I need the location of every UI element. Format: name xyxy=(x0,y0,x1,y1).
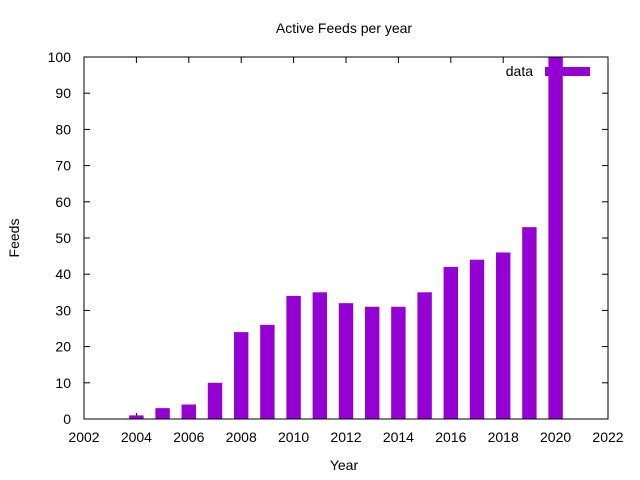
x-tick-label: 2014 xyxy=(383,429,414,445)
bar xyxy=(338,303,354,419)
y-tick-label: 70 xyxy=(55,158,71,174)
bar xyxy=(286,295,301,419)
x-tick-label: 2010 xyxy=(278,429,309,445)
x-tick-label: 2016 xyxy=(435,429,466,445)
chart-title: Active Feeds per year xyxy=(276,20,413,36)
bar xyxy=(417,292,432,419)
bar xyxy=(233,332,249,419)
bar xyxy=(443,266,458,419)
x-tick-label: 2012 xyxy=(330,429,361,445)
x-tick-label: 2018 xyxy=(488,429,519,445)
y-tick-label: 100 xyxy=(48,49,72,65)
y-tick-label: 90 xyxy=(55,85,71,101)
y-tick-label: 0 xyxy=(63,411,71,427)
y-tick-label: 20 xyxy=(55,339,71,355)
y-tick-label: 60 xyxy=(55,194,71,210)
axis-ticks: 0 10 20 30 40 50 60 70 80 90 100 2002 2004 2006 2008 20… xyxy=(48,49,624,445)
bar xyxy=(365,306,380,419)
x-axis-label: Year xyxy=(330,457,359,473)
bar xyxy=(312,292,328,419)
y-axis-label: Feeds xyxy=(6,219,22,258)
y-tick-label: 50 xyxy=(55,230,71,246)
bar xyxy=(129,415,144,419)
y-tick-label: 10 xyxy=(55,375,71,391)
bar xyxy=(548,57,563,419)
x-tick-label: 2022 xyxy=(592,429,623,445)
bar xyxy=(181,404,196,419)
bar xyxy=(260,324,275,419)
bar xyxy=(496,252,511,419)
bar xyxy=(155,408,170,419)
x-tick-label: 2002 xyxy=(68,429,99,445)
y-tick-label: 30 xyxy=(55,302,71,318)
plot-frame xyxy=(83,56,609,420)
y-tick-label: 80 xyxy=(55,121,71,137)
bars xyxy=(129,57,563,419)
x-tick-label: 2004 xyxy=(121,429,152,445)
legend-swatch xyxy=(545,67,590,76)
y-tick-label: 40 xyxy=(55,266,71,282)
x-tick-label: 2020 xyxy=(540,429,571,445)
legend-label: data xyxy=(506,63,533,79)
bar xyxy=(207,382,223,419)
x-tick-label: 2008 xyxy=(226,429,257,445)
bar xyxy=(522,227,537,419)
bar xyxy=(469,259,485,419)
bar xyxy=(391,306,406,419)
x-tick-label: 2006 xyxy=(173,429,204,445)
legend: data xyxy=(506,63,590,79)
